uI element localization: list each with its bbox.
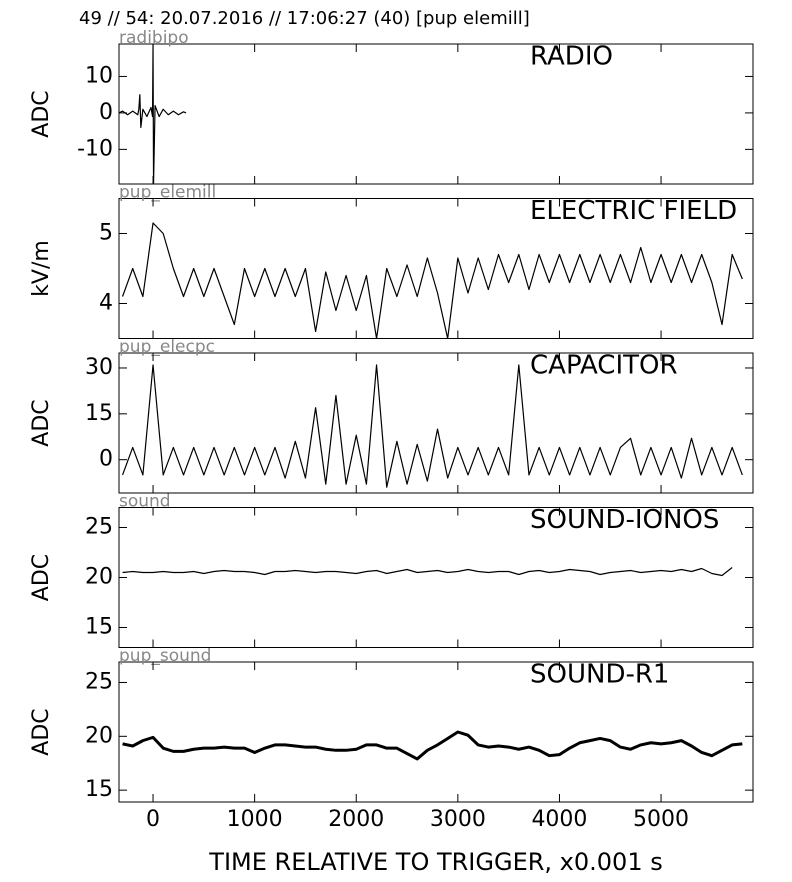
y-tick-label: 25 (85, 515, 113, 540)
y-axis-label: ADC (29, 554, 54, 601)
source-label: sound (119, 492, 171, 512)
x-tick-label: 3000 (430, 807, 486, 832)
x-tick-label: 5000 (633, 807, 689, 832)
source-label: pup_elemill (119, 183, 216, 203)
source-label: pup_elecpc (119, 337, 215, 357)
data-line (119, 44, 187, 184)
x-axis-label: TIME RELATIVE TO TRIGGER, x0.001 s (208, 848, 662, 876)
y-tick-label: 4 (99, 291, 113, 316)
y-tick-label: 0 (99, 447, 113, 472)
y-tick-label: 5 (99, 221, 113, 246)
panel-title: CAPACITOR (530, 351, 678, 381)
data-line (121, 364, 743, 488)
y-tick-label: 30 (85, 355, 113, 380)
y-tick-label: 0 (99, 100, 113, 125)
y-axis-label: kV/m (29, 240, 54, 297)
panel-title: SOUND-R1 (530, 660, 669, 690)
panel-frame (118, 352, 754, 494)
panel-title: RADIO (530, 42, 613, 72)
y-tick-label: 20 (85, 565, 113, 590)
y-tick-label: 20 (85, 723, 113, 748)
y-tick-label: 15 (85, 615, 113, 640)
data-line (121, 222, 743, 339)
y-tick-label: -10 (77, 136, 113, 161)
y-tick-label: 10 (85, 63, 113, 88)
x-tick-label: 0 (146, 807, 160, 832)
x-tick-label: 4000 (531, 807, 587, 832)
figure-title: 49 // 54: 20.07.2016 // 17:06:27 (40) [p… (79, 8, 530, 29)
source-label: radibipo (119, 28, 189, 48)
y-axis-label: ADC (29, 399, 54, 446)
y-axis-label: ADC (29, 90, 54, 137)
y-tick-label: 15 (85, 777, 113, 802)
data-line (122, 567, 733, 577)
y-tick-label: 15 (85, 401, 113, 426)
x-tick-label: 2000 (328, 807, 384, 832)
y-tick-label: 25 (85, 669, 113, 694)
panel-frame (118, 661, 754, 803)
panel-frame (118, 43, 754, 185)
data-line (122, 730, 743, 761)
x-tick-label: 1000 (227, 807, 283, 832)
y-axis-label: ADC (29, 708, 54, 755)
panel-frame (118, 198, 754, 339)
panel-title: SOUND-IONOS (530, 505, 719, 535)
panel-title: ELECTRIC FIELD (530, 196, 737, 226)
source-label: pup_sound (119, 646, 211, 666)
